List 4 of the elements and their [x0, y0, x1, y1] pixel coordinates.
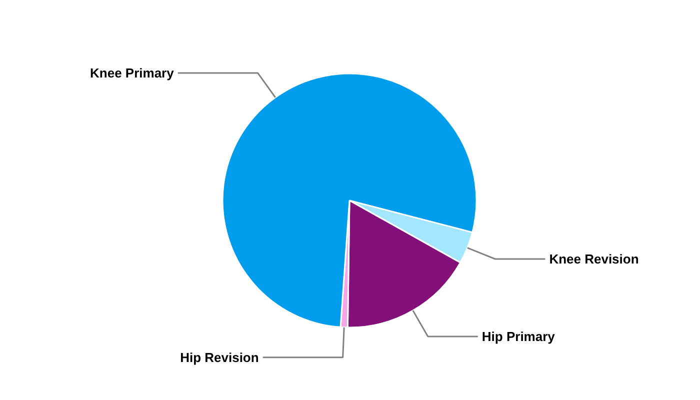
- slice-label: Knee Primary: [90, 66, 175, 81]
- slice-label: Knee Revision: [549, 252, 639, 267]
- slice-label: Hip Revision: [180, 350, 259, 365]
- slice-label: Hip Primary: [482, 329, 556, 344]
